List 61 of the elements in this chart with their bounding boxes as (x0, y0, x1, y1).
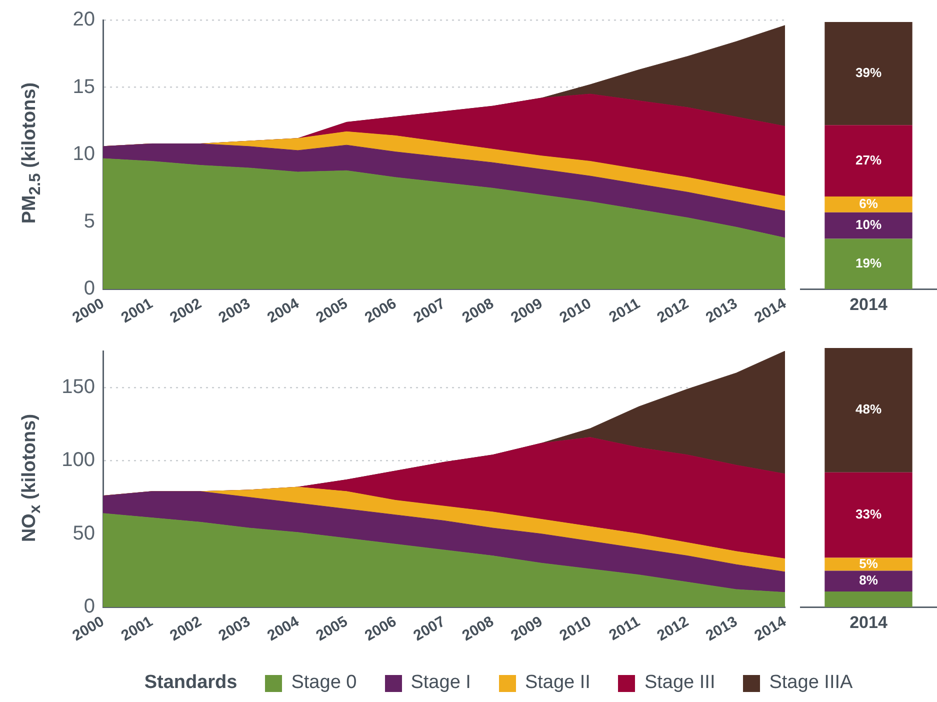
bar (824, 212, 912, 239)
x-tick-label: 2007 (410, 295, 448, 327)
x-tick-label: 2008 (459, 295, 497, 327)
x-tick-label: 2010 (556, 295, 594, 327)
x-tick-label: 2001 (118, 613, 156, 645)
x-tick-label: 2014 (752, 294, 790, 327)
data-label: 6% (859, 196, 878, 211)
x-tick-label: 2013 (702, 295, 740, 327)
y-tick-label: 50 (72, 522, 95, 544)
bar (824, 472, 912, 558)
x-tick-label: 2013 (702, 613, 740, 645)
bar (824, 570, 912, 592)
legend-title: Standards (144, 672, 238, 694)
y-tick-label: 5 (84, 210, 95, 232)
x-tick-label: 2012 (654, 295, 692, 327)
x-tick-label: 2002 (167, 295, 204, 327)
x-tick-label: 2005 (313, 613, 351, 645)
x-tick-label: 2009 (508, 613, 546, 645)
y-tick-label: 150 (62, 376, 95, 398)
data-label: 27% (855, 152, 882, 168)
x-tick-label: 2006 (362, 295, 400, 327)
legend-label: Stage I (410, 672, 471, 694)
data-label: 39% (855, 65, 882, 80)
y-tick-label: 20 (72, 8, 95, 31)
legend-label: Stage 0 (291, 672, 357, 694)
data-label: 48% (855, 402, 882, 417)
bar (824, 22, 912, 126)
x-tick-label: 2011 (606, 295, 643, 326)
x-tick-label: 2007 (410, 613, 448, 645)
x-tick-label: 2011 (606, 613, 643, 644)
data-label: 5% (859, 556, 878, 571)
bar (824, 238, 912, 289)
data-label: 33% (855, 506, 882, 522)
x-tick-label: 2008 (459, 613, 497, 645)
x-tick-label: 2005 (313, 295, 351, 327)
x-tick-label: 2004 (264, 294, 302, 327)
legend-label: Stage II (524, 672, 590, 694)
data-label: 8% (859, 572, 878, 588)
x-tick-label: 2012 (654, 613, 692, 645)
bar (824, 348, 912, 472)
x-tick-label: 2003 (216, 295, 254, 327)
x-tick-label: 2003 (216, 613, 254, 645)
bar (824, 196, 912, 212)
y-tick-label: 15 (72, 76, 95, 98)
x-tick-label: 2010 (556, 613, 594, 645)
x-tick-label: 2006 (362, 613, 400, 645)
x-tick-label: 2002 (167, 613, 204, 645)
data-label: 10% (855, 217, 882, 232)
bar (824, 591, 912, 607)
x-tick-label: 2009 (508, 295, 546, 327)
bar (824, 125, 912, 196)
y-tick-label: 100 (62, 449, 95, 472)
legend-label: Stage III (644, 672, 716, 694)
x-tick-label: 2014 (850, 612, 888, 632)
x-tick-label: 2001 (118, 295, 156, 327)
data-label: 19% (855, 255, 882, 270)
x-tick-label: 2004 (264, 612, 302, 645)
x-tick-label: 2014 (850, 294, 888, 314)
legend-label: Stage IIIA (769, 672, 853, 694)
y-tick-label: 10 (72, 143, 95, 166)
x-tick-label: 2014 (752, 612, 790, 645)
